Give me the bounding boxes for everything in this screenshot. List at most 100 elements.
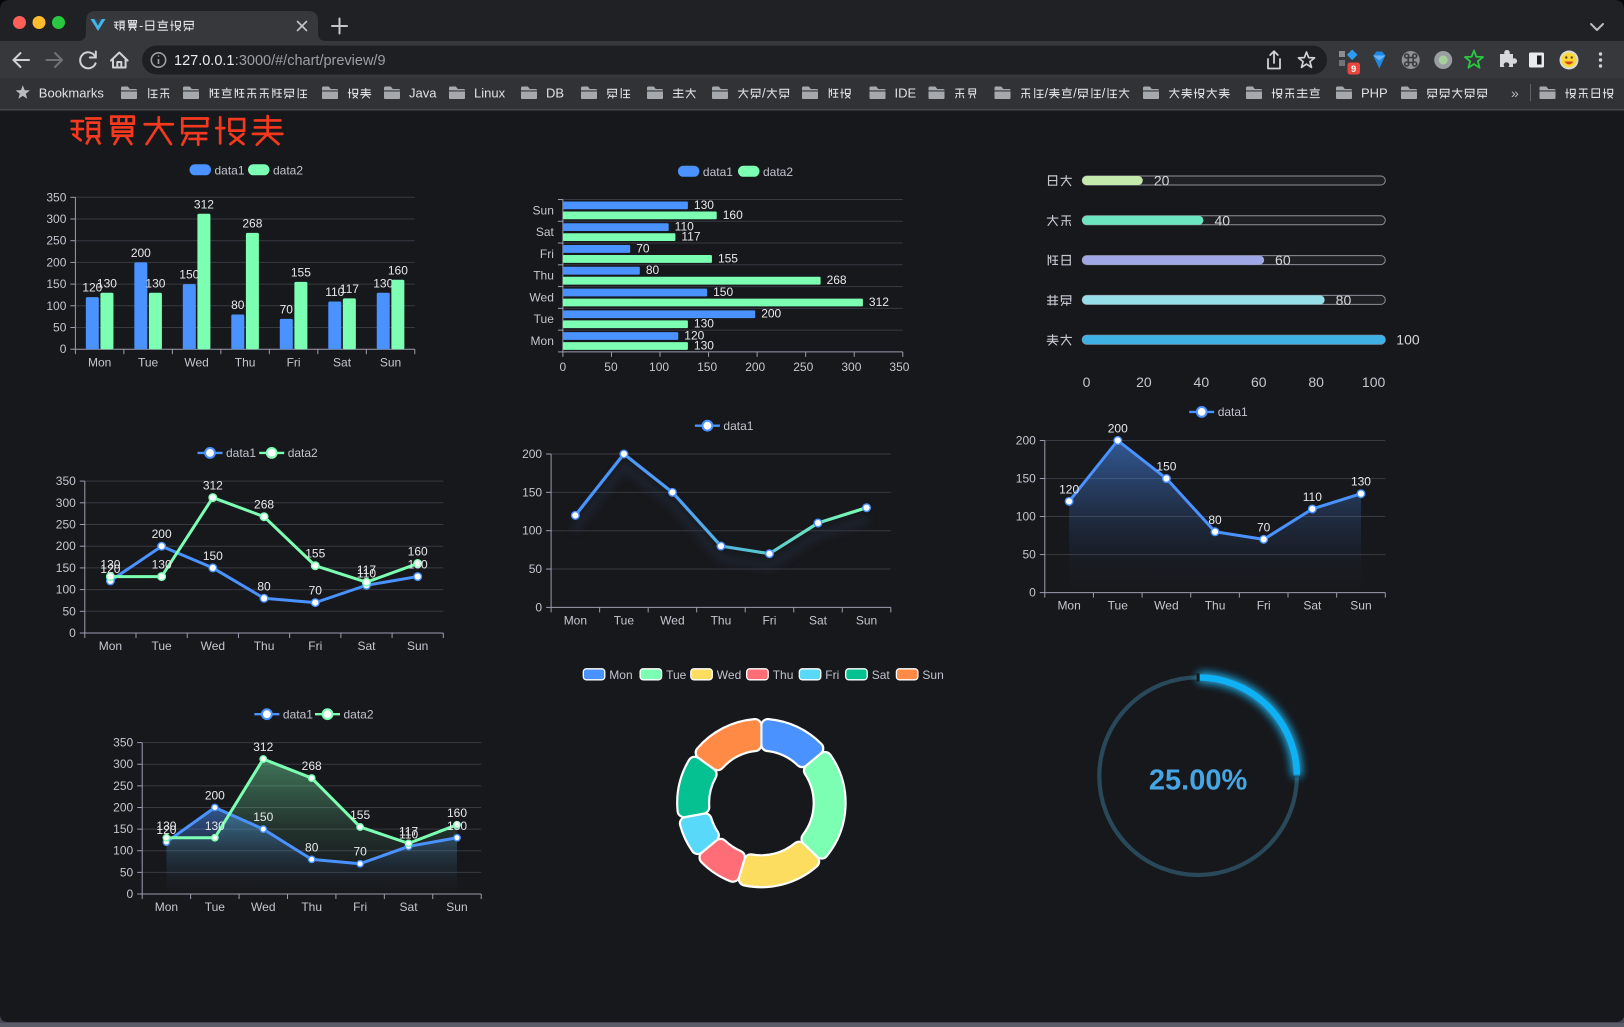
svg-text:312: 312 <box>194 197 214 211</box>
svg-text:40: 40 <box>1214 212 1230 228</box>
svg-text:Mon: Mon <box>155 900 178 914</box>
svg-text:Thu: Thu <box>301 900 322 914</box>
svg-text:data1: data1 <box>226 446 256 460</box>
svg-text:350: 350 <box>113 736 133 750</box>
svg-text:300: 300 <box>113 757 133 771</box>
svg-text:20: 20 <box>1154 173 1170 189</box>
svg-text:80: 80 <box>231 298 245 312</box>
svg-text:Sun: Sun <box>856 613 877 627</box>
svg-text:130: 130 <box>145 276 165 290</box>
svg-text:150: 150 <box>56 561 76 575</box>
svg-text:155: 155 <box>291 265 311 279</box>
svg-text:100: 100 <box>1016 510 1036 524</box>
svg-text:110: 110 <box>1303 490 1322 504</box>
svg-text:120: 120 <box>82 281 102 295</box>
svg-text:312: 312 <box>253 740 273 754</box>
svg-text:100: 100 <box>1362 374 1386 390</box>
svg-text:50: 50 <box>1022 548 1036 562</box>
svg-text:117: 117 <box>340 282 359 296</box>
svg-text:200: 200 <box>46 255 66 269</box>
svg-text:50: 50 <box>120 865 134 879</box>
svg-text:130: 130 <box>100 558 120 572</box>
svg-text:Sun: Sun <box>446 900 467 914</box>
svg-text:Mon: Mon <box>564 613 587 627</box>
svg-text:Thu: Thu <box>254 639 275 653</box>
svg-text:80: 80 <box>646 263 660 277</box>
svg-text:117: 117 <box>399 824 418 838</box>
svg-text:Wed: Wed <box>251 900 275 914</box>
svg-text:Sun: Sun <box>533 203 554 217</box>
svg-text:155: 155 <box>350 808 370 822</box>
svg-text:150: 150 <box>203 549 223 563</box>
svg-text:Mon: Mon <box>531 334 554 348</box>
svg-text:160: 160 <box>723 208 743 222</box>
svg-text:200: 200 <box>152 527 172 541</box>
svg-text:/: / <box>762 86 766 101</box>
svg-text:/: / <box>1102 86 1106 101</box>
svg-text:Sat: Sat <box>809 613 828 627</box>
svg-text:/: / <box>1073 86 1077 101</box>
svg-text:0: 0 <box>69 626 76 640</box>
svg-text:Tue: Tue <box>205 900 226 914</box>
svg-text:»: » <box>1511 85 1519 101</box>
svg-text:80: 80 <box>305 840 319 854</box>
svg-text:data1: data1 <box>703 165 733 179</box>
svg-text:Thu: Thu <box>1205 599 1226 613</box>
svg-text:data1: data1 <box>283 707 313 721</box>
svg-text:Tue: Tue <box>152 639 173 653</box>
svg-text:130: 130 <box>97 276 117 290</box>
svg-text:70: 70 <box>636 241 650 255</box>
svg-text:0: 0 <box>1083 374 1091 390</box>
svg-text:150: 150 <box>113 822 133 836</box>
svg-text:Fri: Fri <box>762 613 776 627</box>
svg-text:Sun: Sun <box>380 356 401 370</box>
svg-text:268: 268 <box>242 216 262 230</box>
svg-text:Thu: Thu <box>235 356 256 370</box>
svg-text:Wed: Wed <box>1154 599 1178 613</box>
svg-text:350: 350 <box>889 360 909 374</box>
svg-text:130: 130 <box>205 819 225 833</box>
svg-text:Thu: Thu <box>773 668 794 682</box>
svg-text:Fri: Fri <box>540 247 554 261</box>
svg-text:150: 150 <box>1156 460 1176 474</box>
svg-text:150: 150 <box>253 810 273 824</box>
svg-text:70: 70 <box>309 584 323 598</box>
svg-text:160: 160 <box>408 545 428 559</box>
svg-text:50: 50 <box>604 360 618 374</box>
svg-text:PHP: PHP <box>1361 86 1388 101</box>
svg-text:160: 160 <box>388 263 408 277</box>
svg-text:350: 350 <box>56 474 76 488</box>
svg-text:Tue: Tue <box>1108 599 1129 613</box>
svg-text:Tue: Tue <box>138 356 159 370</box>
svg-text:70: 70 <box>1257 520 1271 534</box>
svg-text:250: 250 <box>113 779 133 793</box>
svg-text:0: 0 <box>560 360 567 374</box>
svg-text:70: 70 <box>353 845 367 859</box>
svg-text:110: 110 <box>357 566 376 580</box>
svg-text:150: 150 <box>522 485 542 499</box>
svg-text:Fri: Fri <box>287 356 301 370</box>
svg-text:117: 117 <box>357 563 376 577</box>
svg-text:Sat: Sat <box>872 668 891 682</box>
svg-text:200: 200 <box>56 539 76 553</box>
svg-text:Sat: Sat <box>333 356 352 370</box>
svg-text:268: 268 <box>827 273 847 287</box>
svg-text:150: 150 <box>697 360 717 374</box>
svg-text:Wed: Wed <box>529 290 553 304</box>
svg-text:25.00%: 25.00% <box>1149 765 1248 797</box>
svg-text:130: 130 <box>408 558 428 572</box>
svg-text:200: 200 <box>745 360 765 374</box>
svg-text:127.0.0.1: 127.0.0.1 <box>174 53 234 69</box>
svg-text:0: 0 <box>60 342 67 356</box>
svg-text:DB: DB <box>546 86 564 101</box>
svg-text:200: 200 <box>113 800 133 814</box>
svg-text:130: 130 <box>694 317 714 331</box>
svg-text:80: 80 <box>257 579 271 593</box>
svg-text:Sat: Sat <box>400 900 419 914</box>
svg-text:110: 110 <box>325 285 344 299</box>
svg-text:Sat: Sat <box>1303 599 1322 613</box>
svg-text:268: 268 <box>302 759 322 773</box>
svg-text:130: 130 <box>152 558 172 572</box>
svg-text:250: 250 <box>56 518 76 532</box>
svg-text:312: 312 <box>203 479 223 493</box>
